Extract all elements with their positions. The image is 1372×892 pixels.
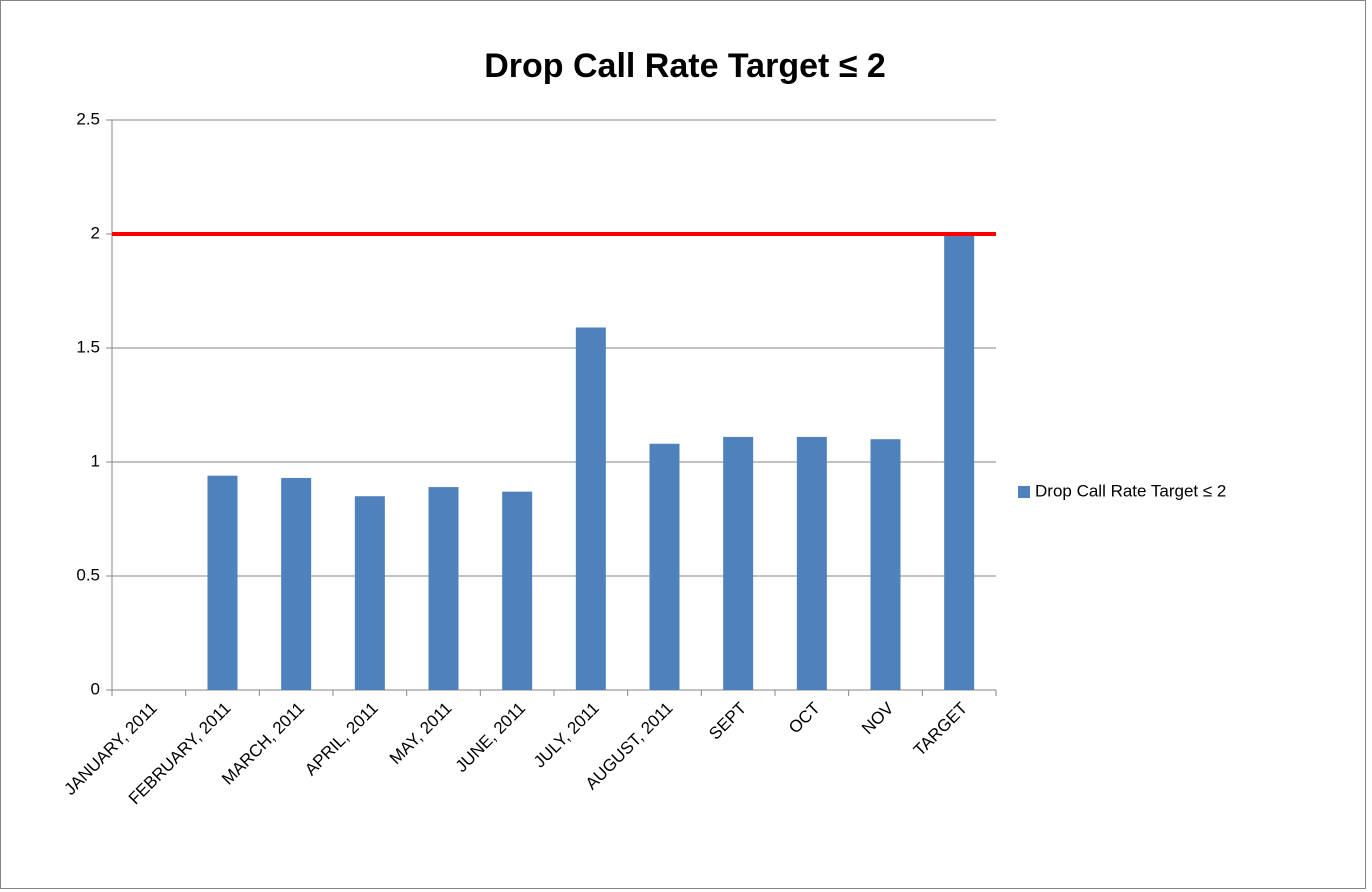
y-tick-label: 0.5: [76, 565, 100, 584]
y-tick-label: 2: [91, 223, 100, 242]
legend-label: Drop Call Rate Target ≤ 2: [1035, 481, 1226, 500]
bar: [649, 443, 680, 690]
bar: [575, 327, 606, 690]
bar: [354, 496, 385, 690]
bar: [796, 436, 827, 690]
chart-title: Drop Call Rate Target ≤ 2: [484, 47, 886, 85]
bar: [723, 436, 754, 690]
y-tick-label: 1: [91, 451, 100, 470]
y-tick-label: 0: [91, 679, 100, 698]
legend-swatch: [1018, 486, 1030, 498]
y-tick-label: 1.5: [76, 337, 100, 356]
bar: [944, 234, 975, 690]
bar: [870, 439, 901, 690]
y-tick-label: 2.5: [76, 109, 100, 128]
bar: [207, 475, 238, 690]
bar: [428, 487, 459, 690]
bar: [281, 477, 312, 690]
bar: [502, 491, 533, 690]
